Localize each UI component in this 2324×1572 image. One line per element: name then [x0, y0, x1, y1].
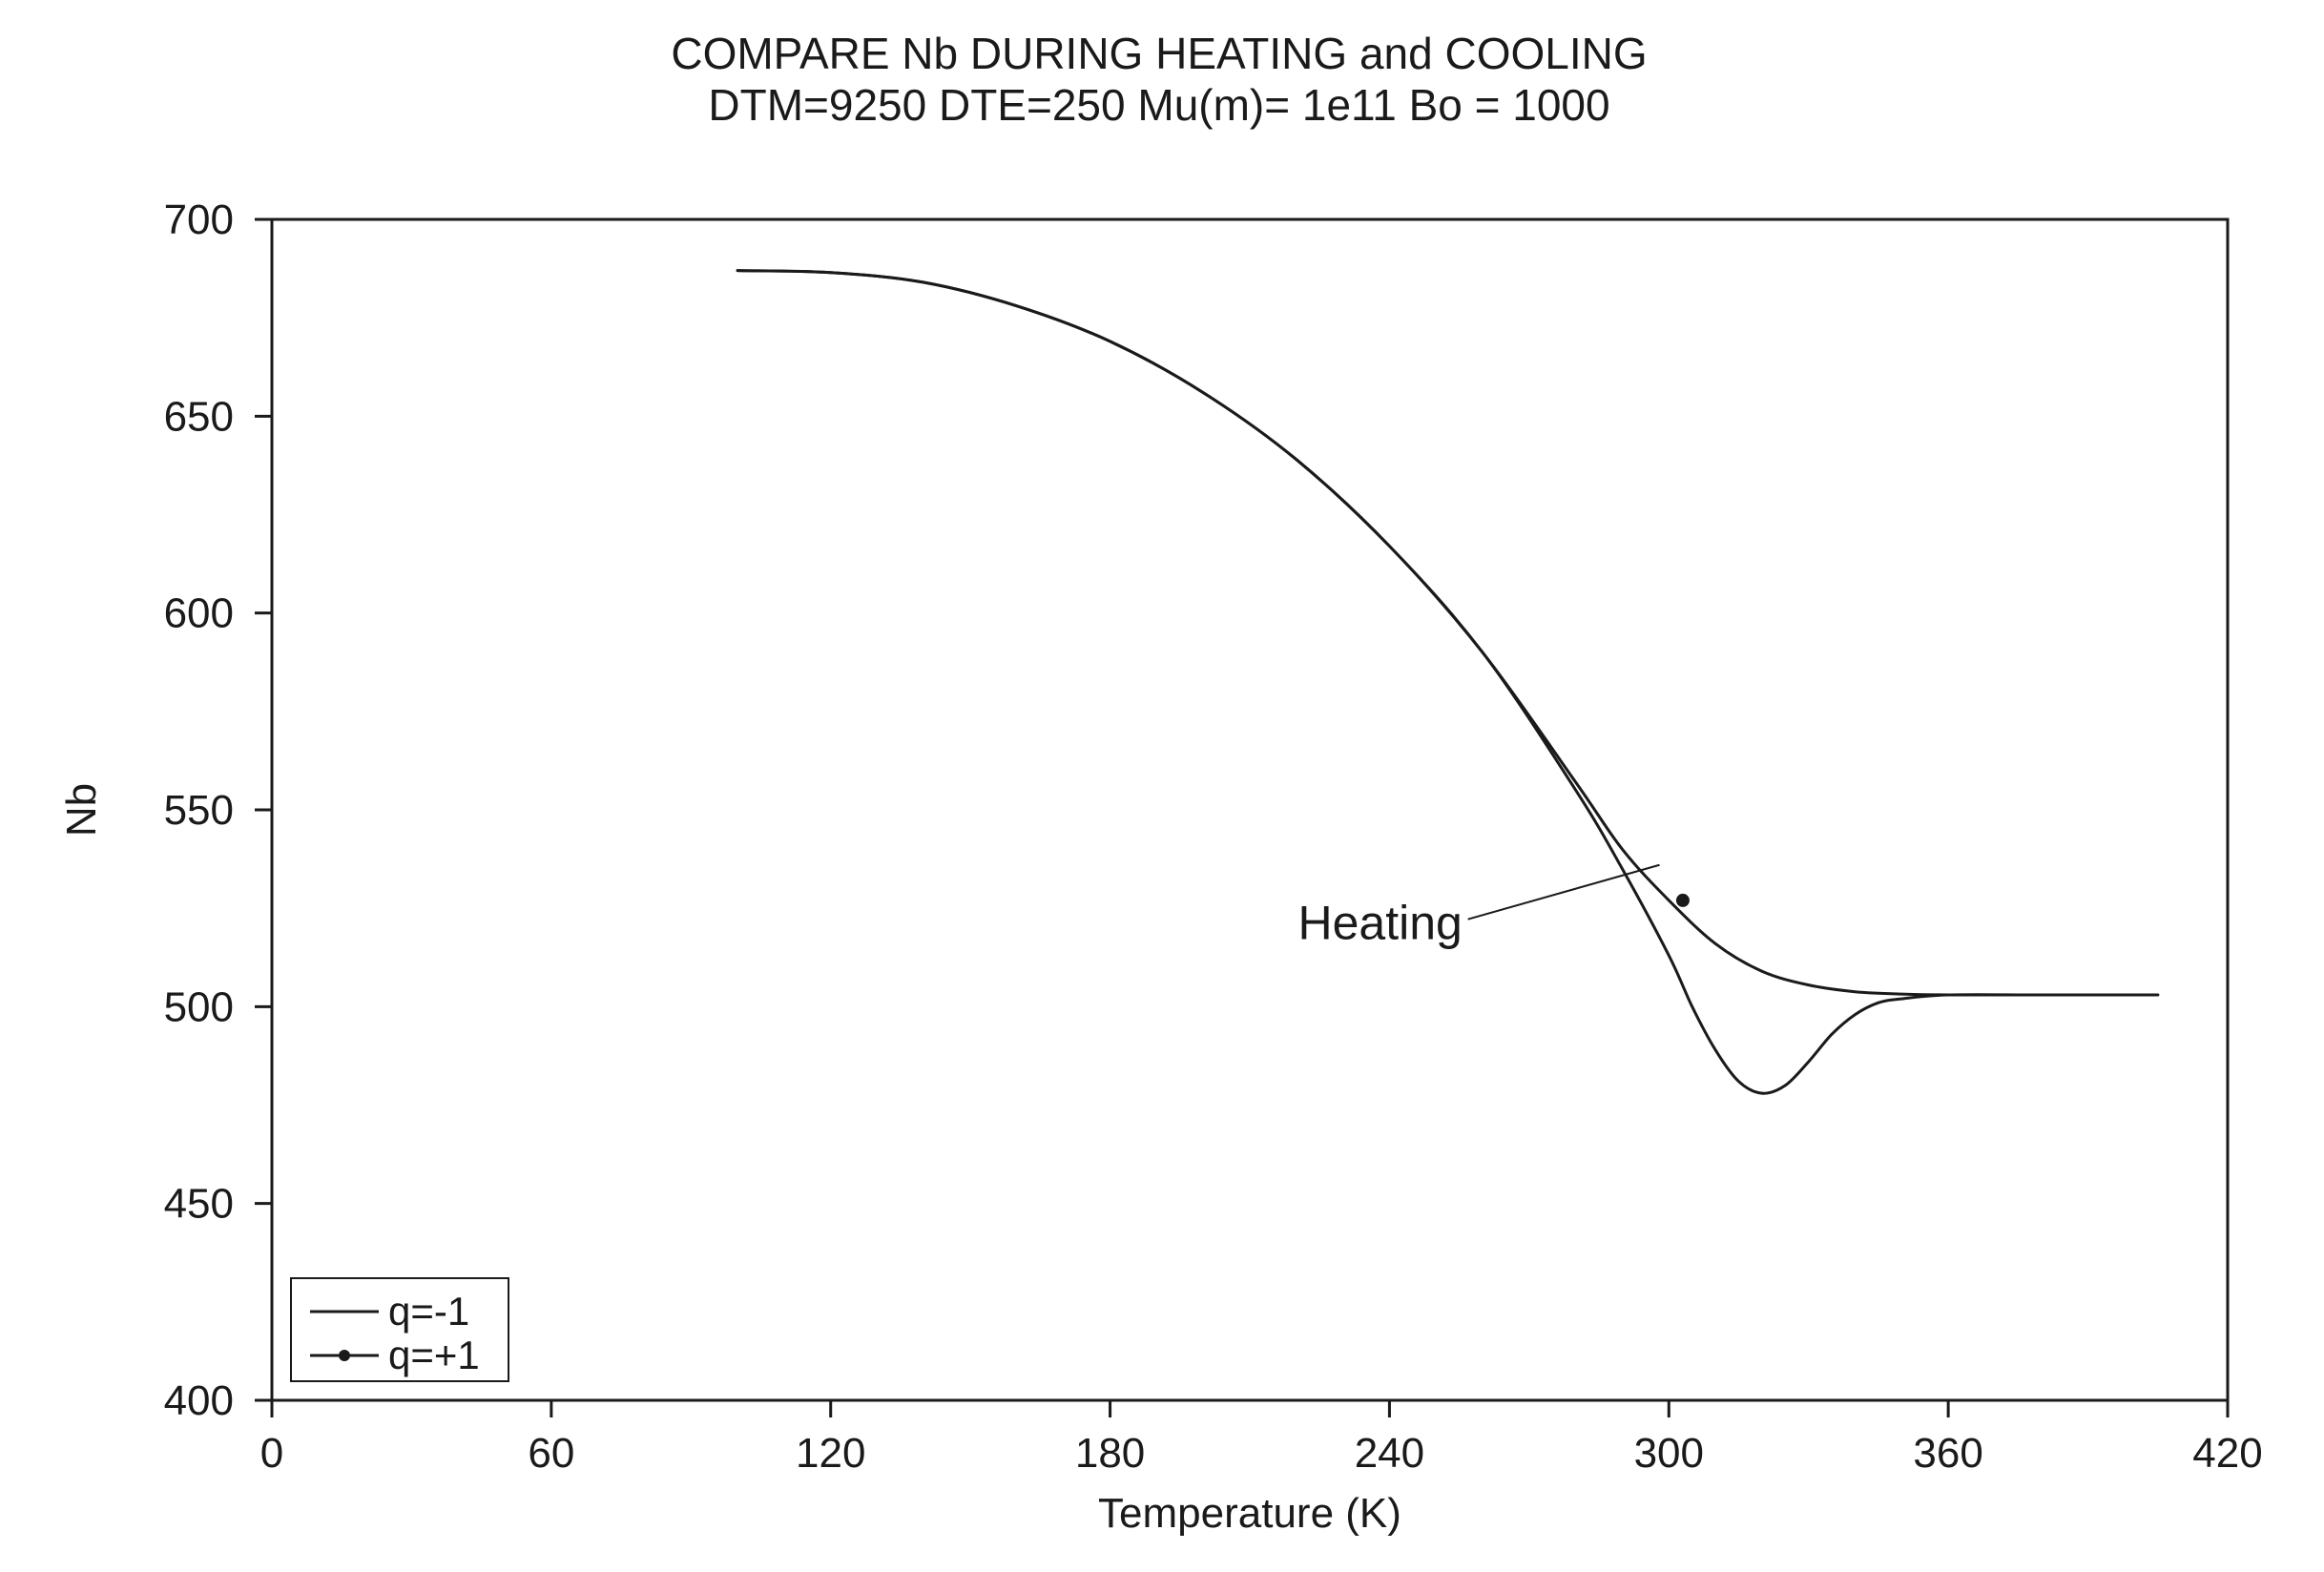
y-axis: 400 450 500 550 600 650 700	[164, 196, 272, 1424]
y-tick-label: 400	[164, 1377, 234, 1424]
y-axis-label: Nb	[58, 783, 105, 837]
annotation-leader-line	[1467, 863, 1660, 920]
series-layer	[736, 269, 2160, 1095]
x-axis-label: Temperature (K)	[1098, 1490, 1401, 1537]
y-tick-label: 550	[164, 787, 234, 834]
x-tick-label: 300	[1634, 1430, 1704, 1477]
series-line-2	[736, 269, 2160, 1095]
legend-label: q=-1	[388, 1289, 469, 1334]
x-tick-label: 420	[2192, 1430, 2262, 1477]
y-tick-label: 700	[164, 196, 234, 243]
x-tick-label: 120	[796, 1430, 865, 1477]
x-tick-label: 0	[260, 1430, 283, 1477]
x-tick-label: 180	[1075, 1430, 1145, 1477]
y-tick-label: 600	[164, 590, 234, 637]
y-tick-label: 450	[164, 1181, 234, 1228]
y-tick-label: 500	[164, 983, 234, 1030]
plot-frame	[270, 217, 2230, 1402]
series-line-1	[736, 269, 2160, 997]
legend-label: q=+1	[388, 1333, 480, 1377]
legend: q=-1q=+1	[290, 1277, 509, 1382]
annotation-text: Heating	[1297, 897, 1462, 950]
x-tick-label: 60	[528, 1430, 574, 1477]
chart-title: COMPARE Nb DURING HEATING and COOLING	[671, 29, 1647, 78]
x-tick-label: 360	[1913, 1430, 1982, 1477]
legend-box	[290, 1277, 509, 1382]
legend-marker	[339, 1350, 350, 1361]
x-axis: 0 60 120 180 240 300 360 420	[260, 1400, 2263, 1477]
annotation-layer: Heating	[1297, 863, 1660, 950]
chart-subtitle: DTM=9250 DTE=250 Mu(m)= 1e11 Bo = 1000	[708, 80, 1609, 130]
y-tick-label: 650	[164, 393, 234, 440]
x-tick-label: 240	[1355, 1430, 1424, 1477]
series-marker	[1675, 893, 1690, 907]
